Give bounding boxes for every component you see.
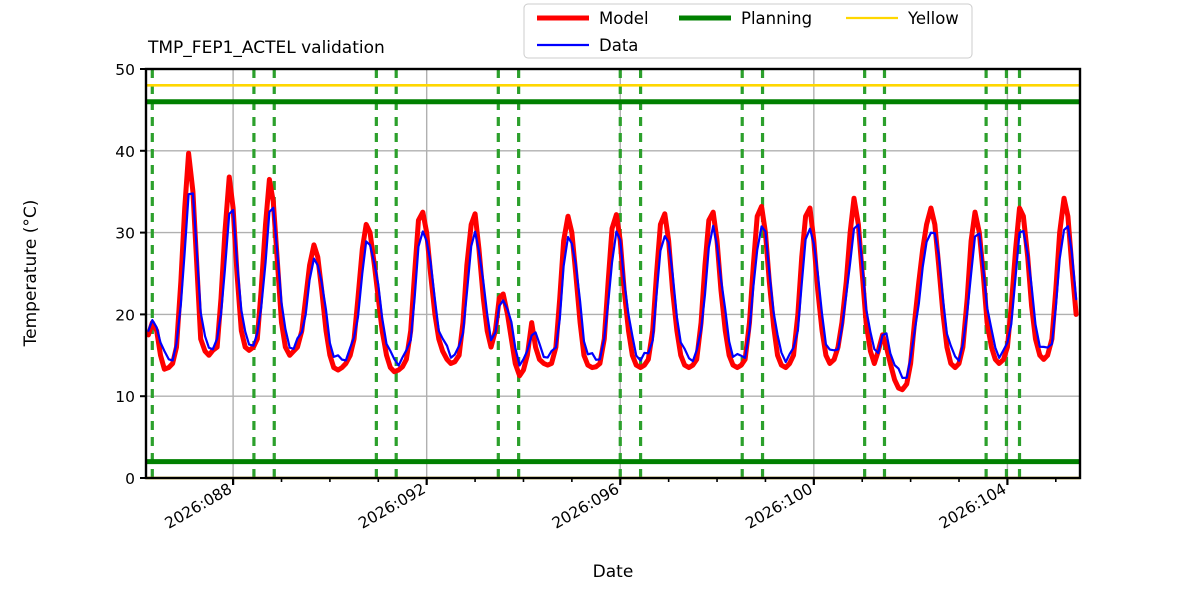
x-axis-tick-labels: 2026:088 2026:092 2026:096 2026:100 2026:104	[162, 480, 1010, 533]
legend-label-yellow: Yellow	[907, 9, 959, 28]
ytick-label-40: 40	[115, 143, 135, 161]
legend-label-planning: Planning	[741, 9, 812, 28]
ytick-label-10: 10	[115, 388, 135, 406]
legend-item-planning[interactable]: Planning	[679, 9, 812, 28]
y-axis-tick-labels: 0 10 20 30 40 50	[115, 61, 135, 488]
y-axis-title: Temperature (°C)	[21, 200, 41, 348]
xtick-label-2026:100: 2026:100	[742, 480, 815, 533]
plot-background	[146, 69, 1080, 478]
xtick-label-2026:092: 2026:092	[355, 480, 428, 533]
event-marker-lines	[150, 69, 1022, 478]
legend-label-data: Data	[599, 36, 638, 55]
series-line-model	[146, 150, 1079, 393]
ytick-label-30: 30	[115, 225, 135, 243]
chart-legend[interactable]: Model Planning Yellow Data	[523, 3, 973, 59]
ytick-label-20: 20	[115, 306, 135, 324]
series-line-data	[147, 192, 1078, 379]
legend-item-yellow[interactable]: Yellow	[846, 9, 959, 28]
legend-item-data[interactable]: Data	[537, 36, 638, 55]
axis-ticks	[140, 68, 1057, 485]
legend-item-model[interactable]: Model	[537, 9, 649, 28]
x-axis-title: Date	[593, 562, 634, 582]
ytick-label-50: 50	[115, 61, 135, 79]
ytick-label-0: 0	[125, 470, 135, 488]
xtick-label-2026:096: 2026:096	[549, 480, 622, 533]
xtick-label-2026:088: 2026:088	[162, 480, 235, 533]
legend-label-model: Model	[599, 9, 649, 28]
xtick-label-2026:104: 2026:104	[936, 480, 1009, 533]
chart-title: TMP_FEP1_ACTEL validation	[147, 38, 385, 58]
axes-frame	[144, 67, 1082, 480]
